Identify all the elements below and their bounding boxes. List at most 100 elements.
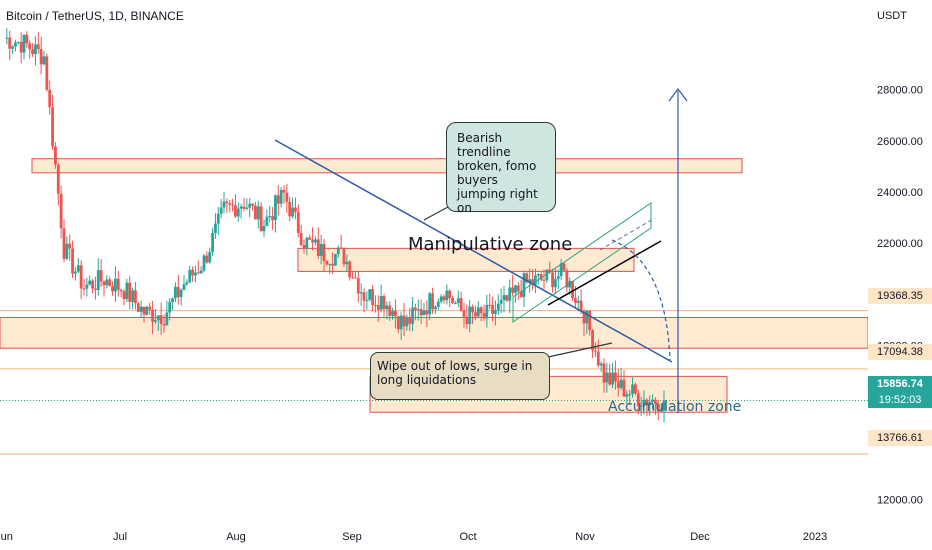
candle-body xyxy=(54,146,57,165)
candle-body xyxy=(182,284,186,291)
candle-body xyxy=(536,274,540,276)
candle-body xyxy=(336,247,340,255)
candle-body xyxy=(228,203,232,205)
candle-body xyxy=(48,89,52,108)
candle-body xyxy=(582,311,586,324)
candle-body xyxy=(108,279,112,286)
candle-body xyxy=(545,269,549,281)
candle-body xyxy=(268,216,272,218)
candle-body xyxy=(19,41,23,53)
candle-body xyxy=(345,261,349,265)
candle-body xyxy=(525,273,529,283)
candle-body xyxy=(305,237,309,249)
zone-0 xyxy=(31,158,743,174)
candle-body xyxy=(342,247,346,265)
y-tick-label: 12000.00 xyxy=(877,494,923,506)
candle-body xyxy=(414,307,417,310)
candle-body xyxy=(156,315,160,321)
candle-body xyxy=(194,272,197,276)
candle-body xyxy=(462,310,466,317)
candle-body xyxy=(154,320,157,322)
x-axis: Jun Jul Aug Sep Oct Nov Dec 2023 xyxy=(0,531,827,543)
candle-body xyxy=(571,280,574,299)
candle-body xyxy=(379,295,383,310)
candle-body xyxy=(408,317,412,324)
x-tick-label: Oct xyxy=(459,531,476,543)
candle-body xyxy=(659,410,663,412)
drop-curve xyxy=(611,239,671,361)
candle-body xyxy=(199,270,203,274)
candle-body xyxy=(488,304,492,306)
candle-body xyxy=(574,298,577,303)
candle-body xyxy=(662,400,666,411)
level-tag-19368: 19368.35 xyxy=(868,288,932,304)
candle-body xyxy=(65,243,69,259)
candle-body xyxy=(434,306,437,310)
x-tick-label: 2023 xyxy=(803,531,827,543)
candle-body xyxy=(599,363,603,366)
candle-body xyxy=(8,37,12,49)
candle-body xyxy=(231,204,234,206)
candle-body xyxy=(611,372,614,385)
candle-body xyxy=(222,201,226,208)
candle-body xyxy=(625,394,629,397)
candle-body xyxy=(42,56,46,65)
candle-body xyxy=(382,295,386,310)
ascending-channel xyxy=(512,202,652,323)
candle-body xyxy=(642,399,646,406)
candle-body xyxy=(179,290,183,298)
candle-body xyxy=(314,239,317,243)
candle-body xyxy=(494,310,497,314)
candle-body xyxy=(591,330,594,351)
candle-body xyxy=(596,351,600,366)
candle-body xyxy=(411,307,414,324)
candle-body xyxy=(202,255,206,271)
accumulation-zone-label: Accumulation zone xyxy=(608,399,742,415)
candle-body xyxy=(185,282,189,285)
candle-body xyxy=(274,195,277,221)
candle-body xyxy=(88,280,92,285)
candle-body xyxy=(631,384,634,395)
candle-body xyxy=(211,233,214,252)
candle-body xyxy=(628,394,632,396)
candle-body xyxy=(254,205,257,220)
candle-body xyxy=(528,279,532,283)
candle-body xyxy=(448,290,452,299)
y-axis: USDT28000.0026000.0024000.0022000.002000… xyxy=(868,0,932,550)
candle-body xyxy=(516,285,520,292)
candle-body xyxy=(519,291,523,297)
candle-body xyxy=(148,306,152,310)
candle-body xyxy=(134,290,137,304)
candle-body xyxy=(308,237,312,240)
candle-body xyxy=(622,379,626,397)
candle-body xyxy=(14,42,17,47)
candle-body xyxy=(34,44,37,54)
current-price-tag: 15856.74 xyxy=(868,376,932,392)
candle-body xyxy=(265,216,269,226)
candles-layer xyxy=(5,28,666,423)
candle-body xyxy=(111,285,114,292)
channel-support-line xyxy=(547,240,662,306)
candle-body xyxy=(168,301,172,313)
candle-body xyxy=(151,309,154,322)
candle-body xyxy=(482,313,486,319)
candle-body xyxy=(502,295,506,300)
candle-body xyxy=(539,274,543,280)
candle-body xyxy=(91,280,94,289)
candle-body xyxy=(259,206,263,232)
candle-body xyxy=(291,207,294,217)
y-axis-bg xyxy=(868,0,932,550)
x-tick-label: Jul xyxy=(113,531,127,543)
candle-body xyxy=(542,279,546,281)
candle-body xyxy=(68,243,72,249)
candle-body xyxy=(428,293,432,315)
y-axis-unit: USDT xyxy=(877,10,907,22)
y-tick-label: 24000.00 xyxy=(877,187,923,199)
candle-body xyxy=(45,56,49,90)
candle-body xyxy=(296,211,300,233)
candle-body xyxy=(368,289,372,300)
projection-dashed-line xyxy=(599,217,656,251)
candle-body xyxy=(339,247,343,249)
candle-body xyxy=(356,278,360,294)
